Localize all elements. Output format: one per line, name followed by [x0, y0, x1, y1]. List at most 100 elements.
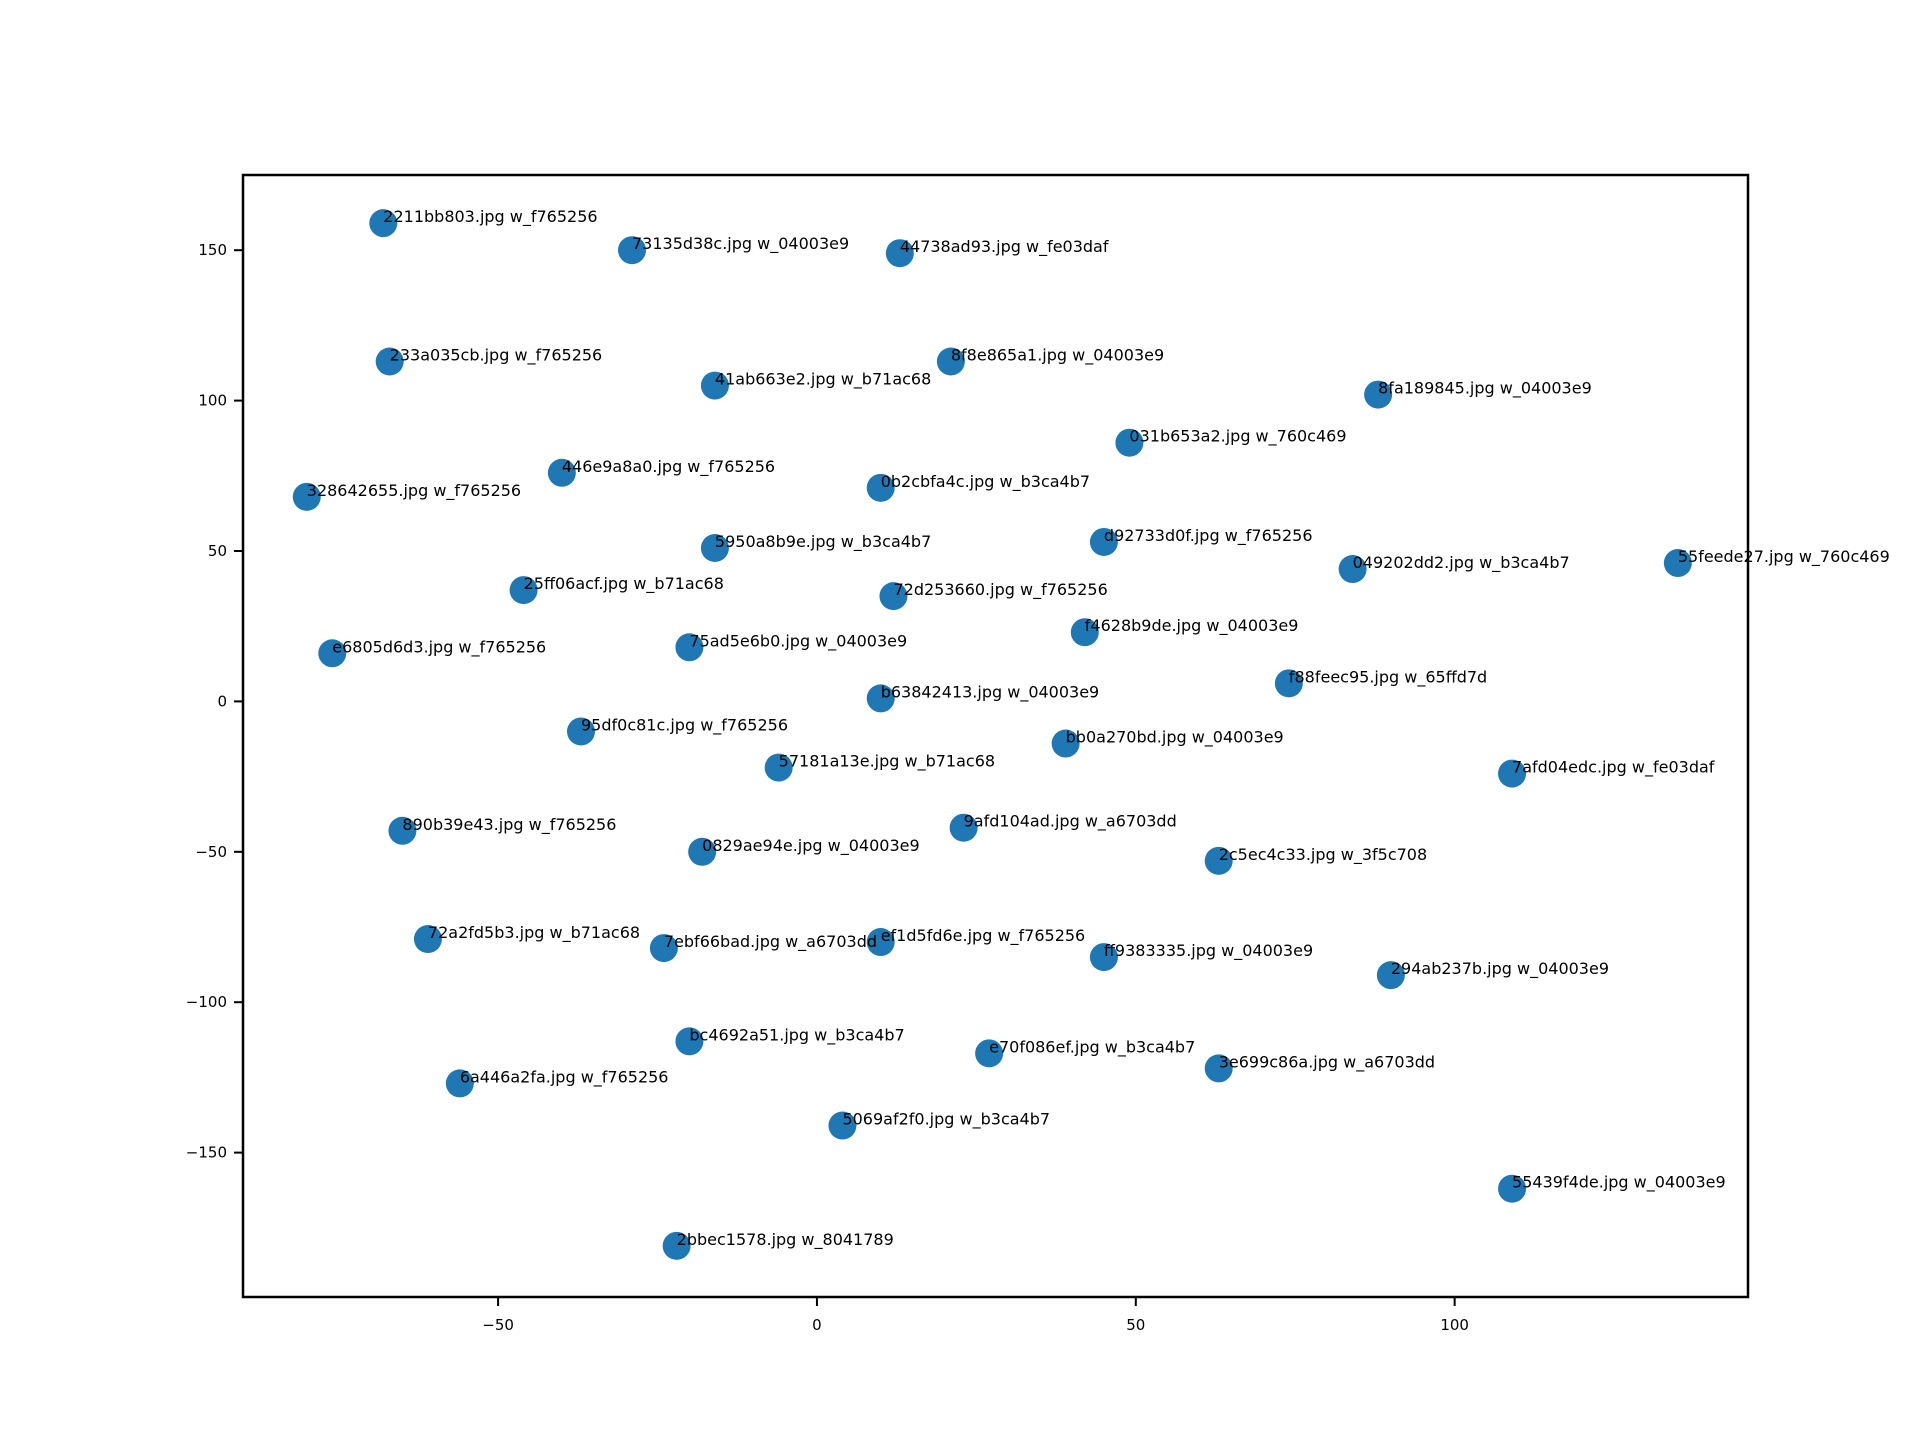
scatter-point [879, 582, 908, 611]
scatter-point [764, 753, 793, 782]
point-label: b63842413.jpg w_04003e9 [881, 682, 1100, 702]
point-label: d92733d0f.jpg w_f765256 [1104, 526, 1313, 546]
scatter-point [975, 1039, 1004, 1068]
point-label: 2211bb803.jpg w_f765256 [383, 207, 597, 227]
scatter-point [936, 347, 965, 376]
point-label: 7afd04edc.jpg w_fe03daf [1512, 758, 1715, 778]
scatter-point [292, 482, 321, 511]
scatter-point [828, 1111, 857, 1140]
scatter-point [445, 1069, 474, 1098]
scatter-point [700, 371, 729, 400]
point-label: 8f8e865a1.jpg w_04003e9 [951, 345, 1164, 365]
scatter-point [675, 1027, 704, 1056]
point-label: 446e9a8a0.jpg w_f765256 [562, 457, 775, 477]
y-tick-label: 150 [198, 241, 227, 259]
scatter-point [1051, 729, 1080, 758]
point-label: 5950a8b9e.jpg w_b3ca4b7 [715, 532, 931, 552]
x-tick-label: 50 [1126, 1316, 1145, 1334]
point-label: 73135d38c.jpg w_04003e9 [632, 234, 849, 254]
y-tick-label: −50 [195, 843, 227, 861]
scatter-point [369, 209, 398, 238]
point-label: 0829ae94e.jpg w_04003e9 [702, 836, 920, 856]
point-label: 55feede27.jpg w_760c469 [1678, 547, 1890, 567]
y-tick-label: −150 [186, 1144, 227, 1162]
y-tick-label: −100 [186, 993, 227, 1011]
scatter-point [1089, 943, 1118, 972]
point-label: 8fa189845.jpg w_04003e9 [1378, 379, 1592, 399]
scatter-point [1204, 846, 1233, 875]
scatter-point [413, 925, 442, 954]
scatter-point [688, 837, 717, 866]
x-tick-label: −50 [482, 1316, 514, 1334]
scatter-point [1663, 549, 1692, 578]
point-label: ff9383335.jpg w_04003e9 [1104, 941, 1313, 961]
point-label: 72d253660.jpg w_f765256 [893, 580, 1107, 600]
scatter-point [1204, 1054, 1233, 1083]
point-label: f4628b9de.jpg w_04003e9 [1085, 616, 1299, 636]
points-layer [292, 209, 1692, 1260]
point-label: e6805d6d3.jpg w_f765256 [332, 637, 546, 657]
point-label: 9afd104ad.jpg w_a6703dd [964, 812, 1177, 832]
point-label: 3e699c86a.jpg w_a6703dd [1219, 1052, 1435, 1072]
scatter-point [547, 458, 576, 487]
point-label: 2c5ec4c33.jpg w_3f5c708 [1219, 845, 1427, 865]
point-label: 328642655.jpg w_f765256 [307, 481, 521, 501]
scatter-point [1376, 961, 1405, 990]
scatter-point [1115, 428, 1144, 457]
scatter-point [700, 533, 729, 562]
y-tick-label: 100 [198, 392, 227, 410]
y-tick-label: 0 [217, 692, 227, 710]
scatter-point [866, 928, 895, 957]
point-label: f88feec95.jpg w_65ffd7d [1289, 667, 1487, 687]
scatter-point [375, 347, 404, 376]
point-label: 75ad5e6b0.jpg w_04003e9 [689, 631, 907, 651]
scatter-point [649, 934, 678, 963]
x-axis: −50 0 50 100 [482, 1297, 1469, 1334]
y-tick-label: 50 [208, 542, 227, 560]
point-label: 57181a13e.jpg w_b71ac68 [779, 752, 995, 772]
point-label: 2bbec1578.jpg w_8041789 [677, 1230, 894, 1250]
y-axis: −150 −100 −50 0 50 100 150 [186, 241, 243, 1162]
scatter-point [566, 717, 595, 746]
scatter-point [866, 473, 895, 502]
point-label: 0b2cbfa4c.jpg w_b3ca4b7 [881, 472, 1090, 492]
point-label: 6a446a2fa.jpg w_f765256 [460, 1067, 669, 1087]
plot-frame [241, 173, 1750, 1299]
point-label: 233a035cb.jpg w_f765256 [390, 345, 603, 365]
x-tick-label: 0 [812, 1316, 822, 1334]
point-labels-layer: 2211bb803.jpg w_f765256 73135d38c.jpg w_0… [307, 207, 1890, 1250]
point-label: 890b39e43.jpg w_f765256 [402, 815, 616, 835]
scatter-point [1089, 527, 1118, 556]
point-label: 25ff06acf.jpg w_b71ac68 [524, 574, 724, 594]
scatter-point [388, 816, 417, 845]
scatter-point [509, 576, 538, 605]
scatter-point [1498, 759, 1527, 788]
point-label: 95df0c81c.jpg w_f765256 [581, 715, 788, 735]
scatter-point [866, 684, 895, 713]
scatter-point [1338, 555, 1367, 584]
point-label: 55439f4de.jpg w_04003e9 [1512, 1173, 1726, 1193]
scatter-point [885, 239, 914, 268]
point-label: 44738ad93.jpg w_fe03daf [900, 237, 1109, 257]
point-label: 41ab663e2.jpg w_b71ac68 [715, 370, 931, 390]
scatter-point [662, 1231, 691, 1260]
point-label: 72a2fd5b3.jpg w_b71ac68 [428, 923, 640, 943]
point-label: bc4692a51.jpg w_b3ca4b7 [689, 1025, 904, 1045]
point-label: bb0a270bd.jpg w_04003e9 [1066, 728, 1284, 748]
scatter-point [318, 639, 347, 668]
point-label: ef1d5fd6e.jpg w_f765256 [881, 926, 1086, 946]
scatter-point [1070, 618, 1099, 647]
scatter-point [1274, 669, 1303, 698]
scatter-point [675, 633, 704, 662]
scatter-point [949, 813, 978, 842]
point-label: 294ab237b.jpg w_04003e9 [1391, 959, 1609, 979]
point-label: 031b653a2.jpg w_760c469 [1129, 427, 1346, 447]
scatter-point [1498, 1174, 1527, 1203]
x-tick-label: 100 [1440, 1316, 1469, 1334]
point-label: 049202dd2.jpg w_b3ca4b7 [1353, 553, 1570, 573]
point-label: 7ebf66bad.jpg w_a6703dd [664, 932, 877, 952]
scatter-point [618, 236, 647, 265]
point-label: 5069af2f0.jpg w_b3ca4b7 [842, 1110, 1050, 1130]
scatter-point [1364, 380, 1393, 409]
